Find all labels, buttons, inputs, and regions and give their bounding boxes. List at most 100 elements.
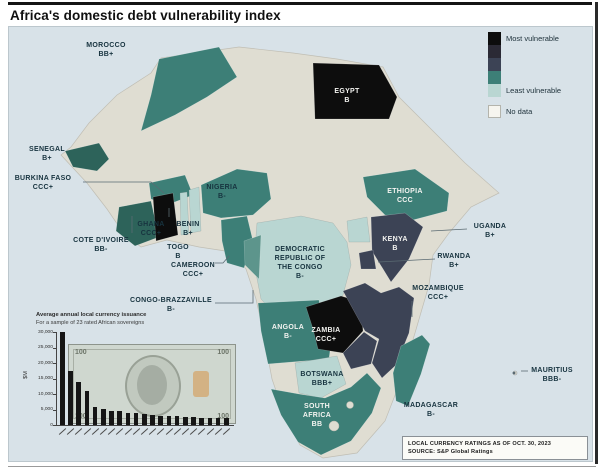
inset-bar [150,415,155,425]
inset-bar [142,414,147,425]
legend-row: Least vulnerable [488,84,561,97]
inset-y-tick-label: 0 [50,422,53,428]
inset-bar [191,417,196,425]
top-rule [8,2,592,5]
map-label-egypt: EGYPT B [334,88,360,104]
map-label-benin: BENIN B+ [176,221,199,237]
inset-x-tick-label-mark [165,428,173,435]
map-label-togo: TOGO B [167,244,189,260]
map-label-morocco: MOROCCO BB+ [86,42,126,58]
inset-bar [174,416,180,425]
country-uganda [346,216,371,243]
bill-denomination-top-left: 100 [75,349,87,356]
mauritius-marker-dot [512,371,516,375]
country-ghana [152,192,179,242]
legend-label: Least vulnerable [506,86,562,95]
inset-bar [60,332,65,425]
inset-y-tick-label: 15,000 [38,376,53,381]
country-congo-brazzaville [243,234,262,280]
bill-denomination-bottom-right: 100 [217,413,229,420]
inset-bar [117,411,122,425]
country-zimbabwe [342,331,378,370]
map-label-madagascar: MADAGASCAR B- [404,402,458,418]
inset-x-tick-label-mark [222,428,231,435]
inset-y-tick-label: 25,000 [38,345,53,350]
inset-x-tick-label-mark [83,428,91,435]
leader-line [83,181,165,194]
country-senegal [64,142,110,172]
country-madagascar [392,334,431,407]
inset-bar [166,416,172,425]
map-label-south-africa: SOUTH AFRICA BB [303,403,331,428]
inset-y-axis [56,332,57,426]
inset-x-tick-label-mark [181,428,190,435]
map-label-congo-brazzaville: CONGO-BRAZZAVILLE B- [130,297,212,313]
legend: Most vulnerable Least vulnerable No data [488,32,561,118]
country-cote-divoire [115,200,160,247]
inset-y-tick-label: 30,000 [38,329,53,335]
inset-bar [125,412,131,425]
country-zambia [305,295,364,354]
map-label-rwanda: RWANDA B+ [437,253,470,269]
map-label-kenya: KENYA B [382,236,407,252]
legend-row [488,71,561,84]
inset-x-tick-label-mark [173,428,181,435]
legend-label: Most vulnerable [506,34,559,43]
inset-x-axis [56,425,234,426]
map-label-mauritius: MAURITIUS BBB- [531,367,573,383]
legend-swatch-no-data [488,105,501,118]
inset-bar [224,418,229,425]
country-labels: MOROCCO BB+ SENEGAL B+ BURKINA FASO CCC+ COTE … [15,42,573,428]
inset-bar [133,413,139,425]
inset-bar [84,390,90,425]
legend-swatch [488,71,501,84]
inset-y-tick-label: 5,000 [40,407,53,412]
leader-lines [83,181,528,375]
country-south-africa [270,372,382,456]
inset-x-tick-label-mark [190,428,198,435]
leader-line [215,290,254,304]
country-egypt [312,62,398,120]
legend-swatch [488,45,501,58]
country-togo [179,191,190,236]
map-label-nigeria: NIGERIA B- [206,184,237,200]
inset-y-tick-mark [53,394,56,395]
inset-x-tick-label-mark [116,428,124,435]
inset-y-tick-mark [53,347,56,349]
inset-x-tick-label-mark [108,428,116,435]
country-rwanda [358,249,377,270]
bill-denomination-top-right: 100 [217,349,229,356]
inset-x-tick-label-mark [91,428,99,435]
bill-portrait [137,365,167,405]
page-title: Africa's domestic debt vulnerability ind… [10,8,281,23]
legend-row [488,45,561,58]
source-ratings-date: LOCAL CURRENCY RATINGS AS OF OCT. 30, 20… [408,441,552,447]
map-label-mozambique: MOZAMBIQUE CCC+ [412,285,464,301]
map-label-cote-divoire: COTE D'IVOIRE BB- [73,237,129,253]
inset-x-tick-label-mark [99,428,108,435]
map-label-uganda: UGANDA B+ [474,223,507,239]
inset-x-tick-label-mark [206,428,214,435]
country-morocco [140,46,238,132]
inset-chart-title: Average annual local currency issuance [36,312,147,318]
country-benin [188,186,202,234]
inset-x-tick-label-mark [132,428,140,435]
inset-x-tick-label-mark [58,428,67,435]
inset-bar [68,370,73,425]
leader-line [377,258,436,263]
inset-x-tick-label-mark [214,428,222,435]
source-attribution: SOURCE: S&P Global Ratings [408,449,493,455]
country-eswatini [346,401,354,409]
bill-security-seal [193,371,209,397]
inset-bar [101,408,106,425]
leader-line [430,228,468,232]
map-label-ethiopia: ETHIOPIA CCC [387,188,422,204]
page-right-edge [595,2,598,464]
inset-x-tick-label-mark [140,428,149,435]
legend-row [488,58,561,71]
inset-bar [207,417,213,425]
inset-bar [92,407,98,425]
inset-chart-subtitle: For a sample of 23 rated African soverei… [36,320,145,326]
map-label-ghana: GHANA CCC+ [137,221,164,237]
